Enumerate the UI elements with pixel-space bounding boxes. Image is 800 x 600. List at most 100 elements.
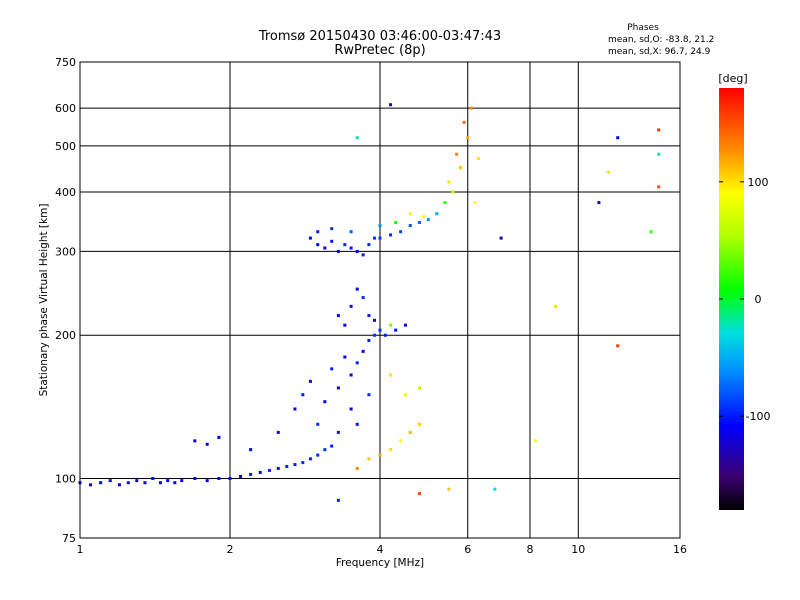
data-point bbox=[258, 470, 262, 474]
colorbar-tick-labels: 100 0 -100 bbox=[719, 176, 770, 423]
data-point bbox=[330, 444, 334, 448]
data-point bbox=[99, 481, 103, 485]
data-point bbox=[180, 479, 184, 483]
y-tick-label: 100 bbox=[55, 473, 76, 486]
data-point bbox=[389, 373, 393, 377]
data-point bbox=[383, 333, 387, 337]
colorbar bbox=[719, 88, 744, 510]
data-point bbox=[330, 367, 334, 371]
data-point bbox=[308, 457, 312, 461]
data-point bbox=[389, 103, 393, 107]
data-point bbox=[89, 483, 93, 487]
data-point bbox=[316, 453, 320, 457]
data-point bbox=[239, 474, 243, 478]
data-point bbox=[228, 477, 232, 481]
data-point bbox=[355, 466, 359, 470]
colorbar-unit: [deg] bbox=[718, 72, 747, 85]
data-point bbox=[276, 466, 280, 470]
data-point bbox=[394, 328, 398, 332]
data-point bbox=[657, 128, 661, 132]
data-point bbox=[316, 230, 320, 234]
data-point bbox=[378, 224, 382, 228]
data-point bbox=[249, 448, 253, 452]
data-point bbox=[499, 236, 503, 240]
x-tick-label: 1 bbox=[77, 543, 84, 556]
data-point bbox=[373, 318, 377, 322]
data-point bbox=[293, 463, 297, 467]
data-point bbox=[417, 221, 421, 225]
x-axis-label: Frequency [MHz] bbox=[336, 557, 424, 569]
data-point bbox=[349, 407, 353, 411]
data-point bbox=[301, 393, 305, 397]
data-point bbox=[330, 227, 334, 231]
data-point bbox=[205, 479, 209, 483]
data-point bbox=[657, 152, 661, 156]
plot-frame bbox=[79, 61, 681, 539]
data-point bbox=[378, 328, 382, 332]
y-tick-label: 600 bbox=[55, 102, 76, 115]
data-point bbox=[343, 355, 347, 359]
data-point bbox=[308, 379, 312, 383]
phase-stats-heading: Phases bbox=[627, 23, 659, 33]
y-tick-labels: 75 100 200 300 400 500 600 750 bbox=[55, 56, 76, 545]
data-point bbox=[476, 157, 480, 161]
data-point bbox=[135, 479, 139, 483]
y-axis-label: Stationary phase Virtual Height [km] bbox=[38, 204, 50, 397]
data-point bbox=[343, 323, 347, 327]
phase-stats-x: mean, sd,X: 96.7, 24.9 bbox=[608, 47, 711, 57]
x-tick-label: 8 bbox=[527, 543, 534, 556]
data-point bbox=[473, 201, 477, 205]
colorbar-tick-label: 100 bbox=[748, 176, 769, 189]
data-point bbox=[361, 296, 365, 300]
data-point bbox=[616, 344, 620, 348]
grid-lines bbox=[80, 62, 680, 538]
data-point bbox=[399, 230, 403, 234]
data-point bbox=[308, 236, 312, 240]
data-point bbox=[205, 442, 209, 446]
data-point bbox=[417, 422, 421, 426]
data-point bbox=[193, 439, 197, 443]
data-point bbox=[355, 136, 359, 140]
colorbar-tick-label: -100 bbox=[746, 410, 771, 423]
data-point bbox=[301, 461, 305, 465]
data-point bbox=[367, 243, 371, 247]
data-point bbox=[367, 393, 371, 397]
x-tick-labels: 1 2 4 6 8 10 16 bbox=[77, 543, 688, 556]
data-point bbox=[285, 464, 289, 468]
data-point bbox=[336, 430, 340, 434]
data-point bbox=[117, 483, 121, 487]
y-tick-label: 500 bbox=[55, 140, 76, 153]
data-point bbox=[349, 230, 353, 234]
data-point bbox=[355, 422, 359, 426]
data-point bbox=[417, 492, 421, 496]
data-point bbox=[417, 386, 421, 390]
x-tick-label: 6 bbox=[464, 543, 471, 556]
data-point bbox=[408, 212, 412, 216]
x-tick-label: 4 bbox=[377, 543, 384, 556]
data-point bbox=[426, 218, 430, 222]
data-point bbox=[316, 243, 320, 247]
data-point bbox=[403, 323, 407, 327]
y-tick-label: 200 bbox=[55, 329, 76, 342]
data-point bbox=[151, 477, 155, 481]
data-point bbox=[217, 435, 221, 439]
data-point bbox=[389, 323, 393, 327]
data-point bbox=[462, 120, 466, 124]
data-point bbox=[399, 439, 403, 443]
data-point bbox=[657, 185, 661, 189]
data-point bbox=[389, 233, 393, 237]
data-point bbox=[349, 246, 353, 250]
data-point bbox=[408, 224, 412, 228]
data-point bbox=[158, 481, 162, 485]
data-point bbox=[355, 361, 359, 365]
data-point bbox=[469, 106, 473, 110]
data-point bbox=[336, 498, 340, 502]
data-point bbox=[367, 457, 371, 461]
data-point bbox=[597, 201, 601, 205]
data-point bbox=[336, 386, 340, 390]
data-point bbox=[367, 314, 371, 318]
data-point bbox=[336, 249, 340, 253]
data-point bbox=[408, 430, 412, 434]
data-point bbox=[217, 477, 221, 481]
